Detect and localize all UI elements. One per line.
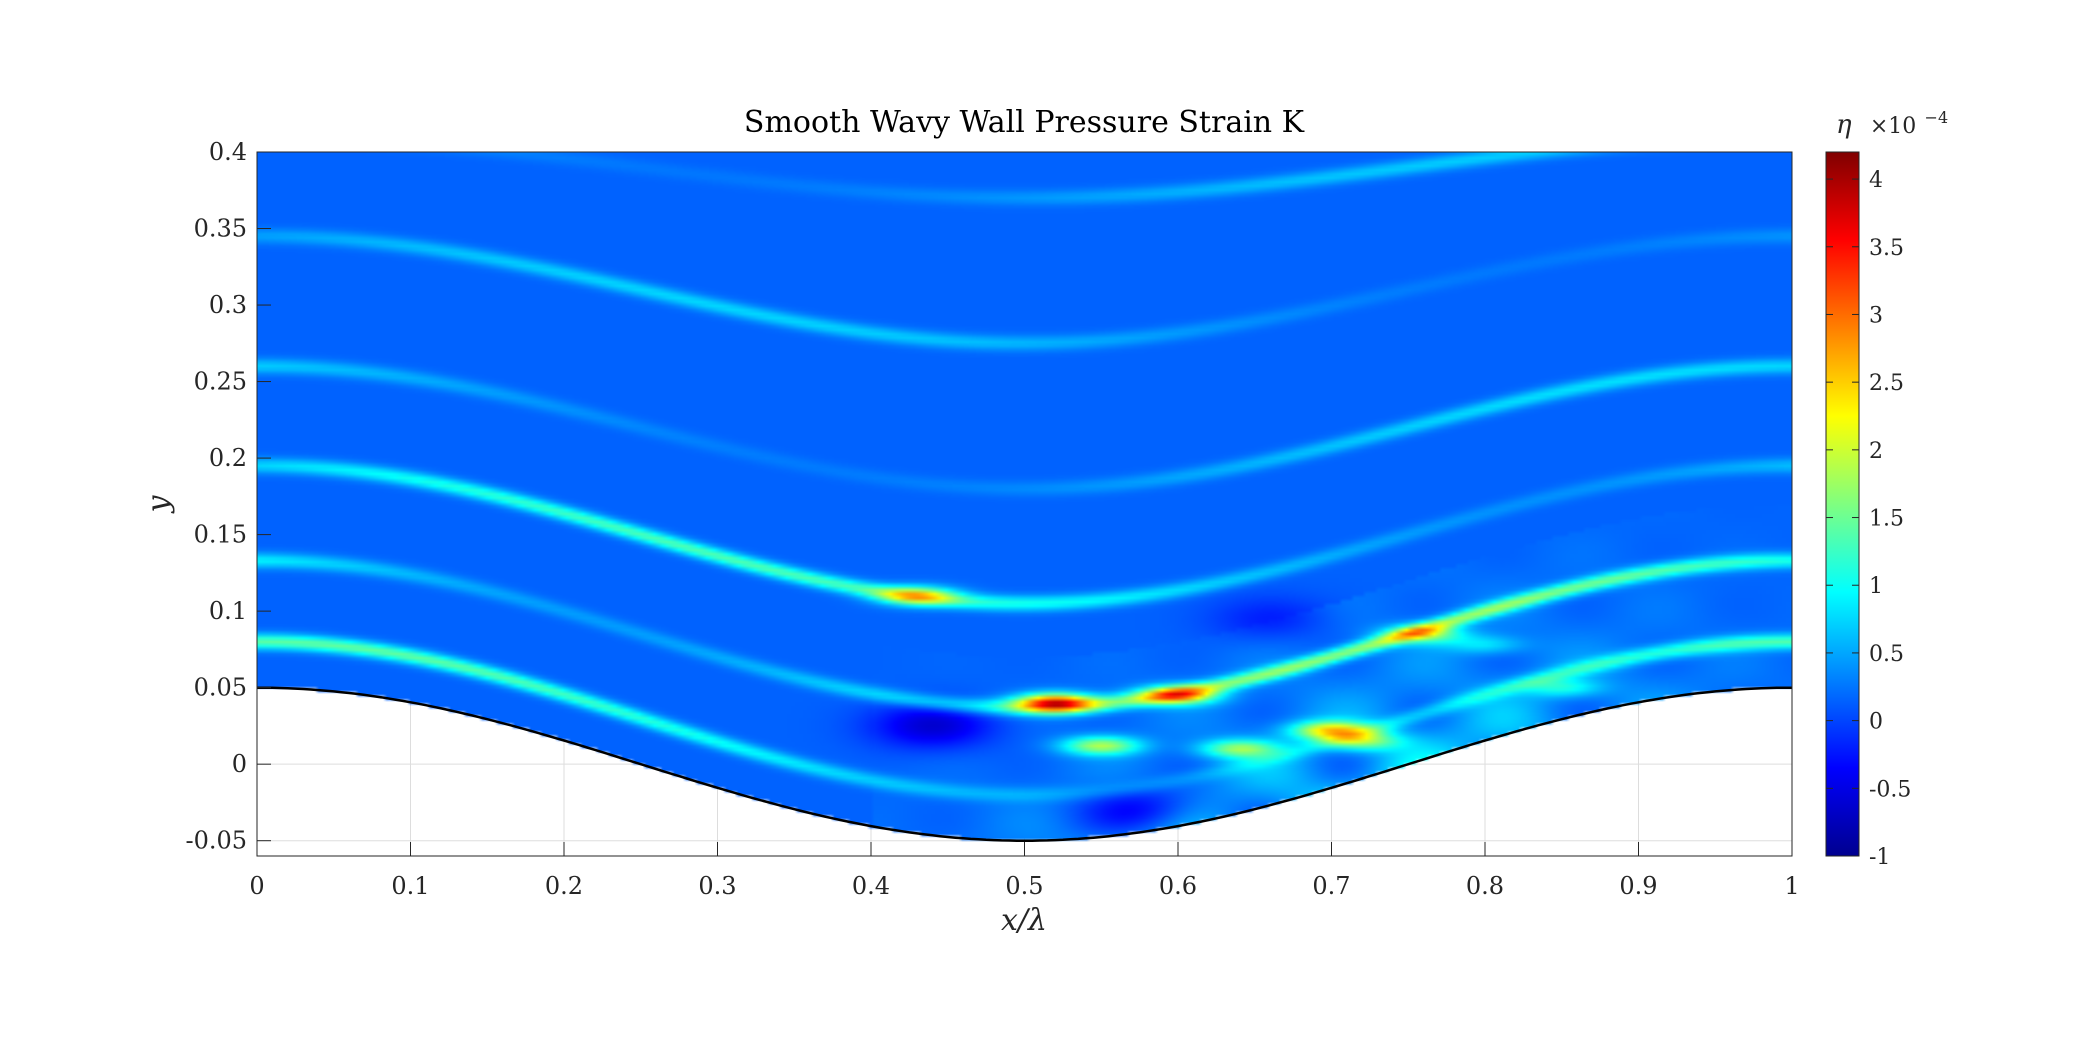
y-axis-label: y (141, 494, 176, 514)
y-tick-label: 0 (232, 750, 247, 778)
chart-title: Smooth Wavy Wall Pressure Strain K (744, 105, 1305, 140)
y-axis: -0.05 0 0.05 0.1 0.15 0.2 0.25 0.3 0.35 0.4 (185, 138, 271, 855)
colorbar-title: η ×10 −4 (1836, 108, 1948, 140)
colorbar-tick-label: 0.5 (1869, 642, 1904, 667)
plot-area (256, 151, 1793, 857)
x-axis: 0 0.1 0.2 0.3 0.4 0.5 0.6 0.7 0.8 0.9 1 (249, 842, 1800, 900)
y-tick-label: -0.05 (185, 827, 247, 855)
x-tick-label: 1 (1784, 872, 1799, 900)
colorbar-exponent: −4 (1925, 108, 1949, 127)
colorbar-tick-label: -0.5 (1869, 777, 1911, 802)
y-tick-label: 0.2 (209, 444, 247, 472)
colorbar-tick-label: 3 (1869, 303, 1883, 328)
x-tick-label: 0.8 (1466, 872, 1504, 900)
y-tick-label: 0.25 (194, 368, 247, 396)
x-tick-label: 0.4 (852, 872, 890, 900)
colorbar: -1 -0.5 0 0.5 1 1.5 2 2.5 3 3.5 4 η ×10 −4 (1825, 108, 1948, 870)
heatmap-field (257, 152, 1792, 856)
x-tick-label: 0.6 (1159, 872, 1197, 900)
x-axis-label: x/λ (1001, 903, 1047, 938)
colorbar-ticks: -1 -0.5 0 0.5 1 1.5 2 2.5 3 3.5 4 (1826, 168, 1911, 870)
x-tick-label: 0.2 (545, 872, 583, 900)
x-tick-label: 0.1 (391, 872, 429, 900)
colorbar-tick-label: 2 (1869, 439, 1883, 464)
colorbar-tick-label: 2.5 (1869, 371, 1904, 396)
x-tick-label: 0 (249, 872, 264, 900)
y-tick-label: 0.15 (194, 521, 247, 549)
y-tick-label: 0.1 (209, 597, 247, 625)
colorbar-multiplier: ×10 (1870, 114, 1916, 139)
y-tick-label: 0.05 (194, 674, 247, 702)
colorbar-tick-label: -1 (1869, 845, 1890, 870)
colorbar-symbol: η (1836, 110, 1852, 140)
colorbar-tick-label: 4 (1869, 168, 1883, 193)
colorbar-tick-label: 1.5 (1869, 507, 1904, 532)
x-tick-label: 0.5 (1005, 872, 1043, 900)
y-tick-label: 0.35 (194, 215, 247, 243)
x-tick-label: 0.7 (1312, 872, 1350, 900)
x-tick-label: 0.9 (1619, 872, 1657, 900)
colorbar-tick-label: 0 (1869, 710, 1883, 735)
y-tick-label: 0.4 (209, 138, 247, 166)
wall-curve (257, 686, 1792, 842)
colorbar-tick-label: 1 (1869, 574, 1883, 599)
colorbar-gradient (1825, 151, 1860, 857)
colorbar-tick-label: 3.5 (1869, 236, 1904, 261)
x-tick-label: 0.3 (698, 872, 736, 900)
y-tick-label: 0.3 (209, 291, 247, 319)
